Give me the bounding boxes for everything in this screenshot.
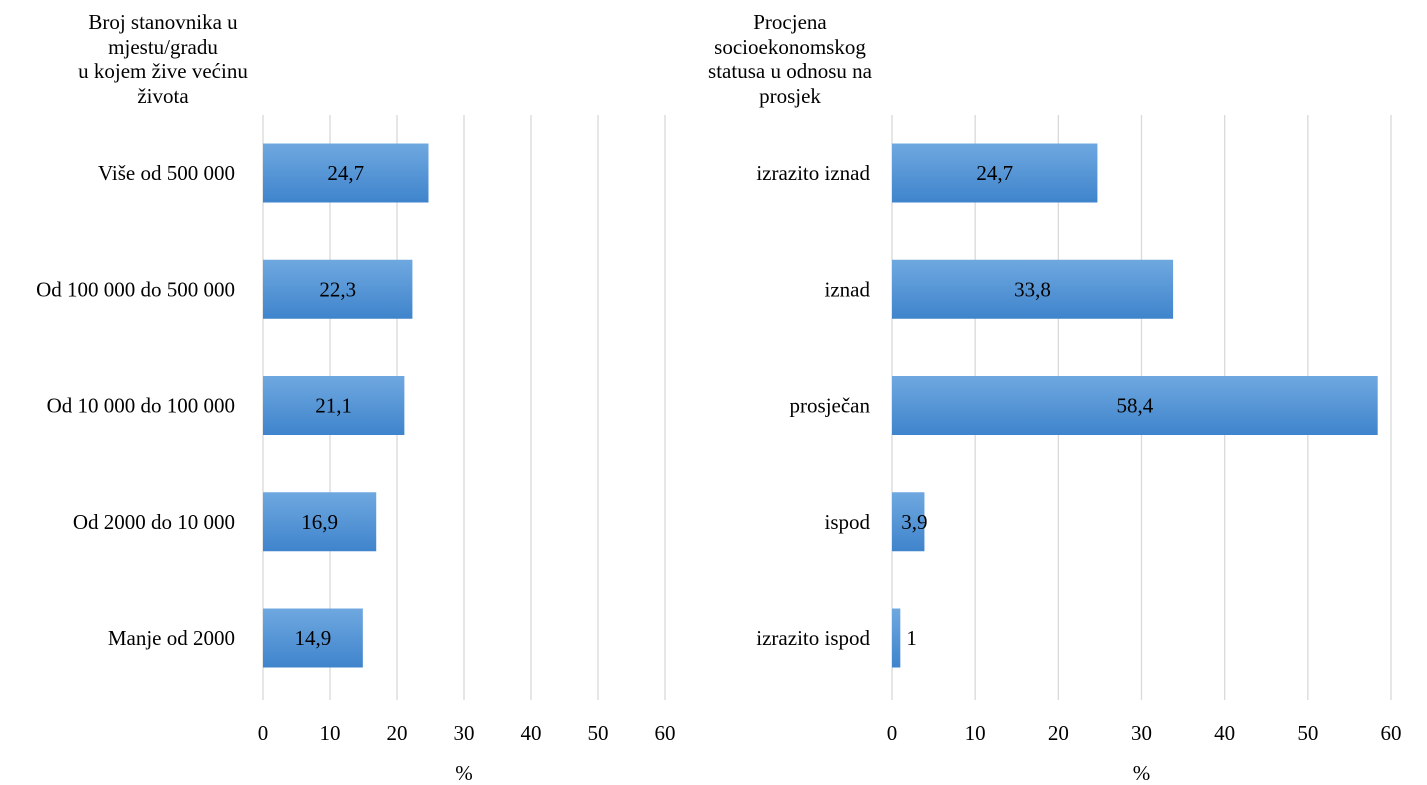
- bar: [263, 259, 413, 319]
- x-axis-label: %: [1133, 761, 1151, 785]
- value-label: 58,4: [1116, 394, 1153, 418]
- x-tick-label: 30: [1131, 721, 1152, 745]
- x-tick-label: 50: [588, 721, 609, 745]
- category-label: izrazito iznad: [756, 161, 870, 185]
- value-label: 22,3: [319, 277, 356, 301]
- chart-title-population: Broj stanovnika u mjestu/gradu u kojem ž…: [38, 10, 288, 108]
- bar: [263, 608, 363, 668]
- title-line: mjestu/gradu: [108, 34, 218, 59]
- value-label: 24,7: [976, 161, 1013, 185]
- chart-title-socioeconomic: Procjena socioekonomskog statusa u odnos…: [680, 10, 900, 108]
- x-tick-label: 30: [454, 721, 475, 745]
- bar: [263, 492, 377, 552]
- x-tick-label: 40: [1214, 721, 1235, 745]
- title-line: Broj stanovnika u: [88, 10, 238, 34]
- title-line: socioekonomskog: [714, 34, 866, 59]
- value-label: 1: [906, 626, 917, 650]
- value-label: 14,9: [295, 626, 332, 650]
- x-tick-label: 20: [387, 721, 408, 745]
- value-label: 24,7: [327, 161, 364, 185]
- value-label: 33,8: [1014, 277, 1051, 301]
- bar: [263, 376, 405, 435]
- title-line: prosjek: [759, 83, 821, 108]
- plot-population: 0 10 20 30 40 50 60% Više od 500 000 24,7 Od 100 …: [36, 115, 676, 785]
- x-tick-label: 10: [320, 721, 341, 745]
- category-label: prosječan: [790, 394, 871, 418]
- category-label: iznad: [825, 277, 871, 301]
- category-label: Manje od 2000: [108, 626, 235, 650]
- bar: [892, 608, 901, 668]
- value-label: 16,9: [301, 510, 338, 534]
- value-label: 21,1: [315, 394, 352, 418]
- title-line: Procjena: [753, 10, 827, 34]
- bar: [892, 492, 925, 552]
- x-tick-label: 60: [1381, 721, 1402, 745]
- bar: [892, 143, 1098, 203]
- x-tick-label: 0: [258, 721, 269, 745]
- x-tick-label: 0: [887, 721, 898, 745]
- category-label: Od 2000 do 10 000: [73, 510, 235, 534]
- bar: [263, 143, 429, 203]
- x-tick-label: 50: [1297, 721, 1318, 745]
- title-line: života: [137, 83, 189, 108]
- x-axis-label: %: [455, 761, 473, 785]
- plot-socioeconomic: 0 10 20 30 40 50 60% izrazito iznad 24,7 iznad 33,…: [756, 115, 1402, 785]
- title-line: statusa u odnosu na: [708, 59, 872, 83]
- bar: [892, 259, 1174, 319]
- category-label: izrazito ispod: [756, 626, 870, 650]
- x-tick-label: 10: [965, 721, 986, 745]
- x-tick-label: 20: [1048, 721, 1069, 745]
- category-label: Od 10 000 do 100 000: [47, 394, 235, 418]
- bar: [892, 376, 1378, 435]
- category-label: Više od 500 000: [98, 161, 235, 185]
- value-label: 3,9: [901, 510, 927, 534]
- x-tick-label: 40: [521, 721, 542, 745]
- x-tick-label: 60: [655, 721, 676, 745]
- category-label: ispod: [824, 510, 870, 534]
- category-label: Od 100 000 do 500 000: [36, 277, 235, 301]
- title-line: u kojem žive većinu: [78, 59, 248, 83]
